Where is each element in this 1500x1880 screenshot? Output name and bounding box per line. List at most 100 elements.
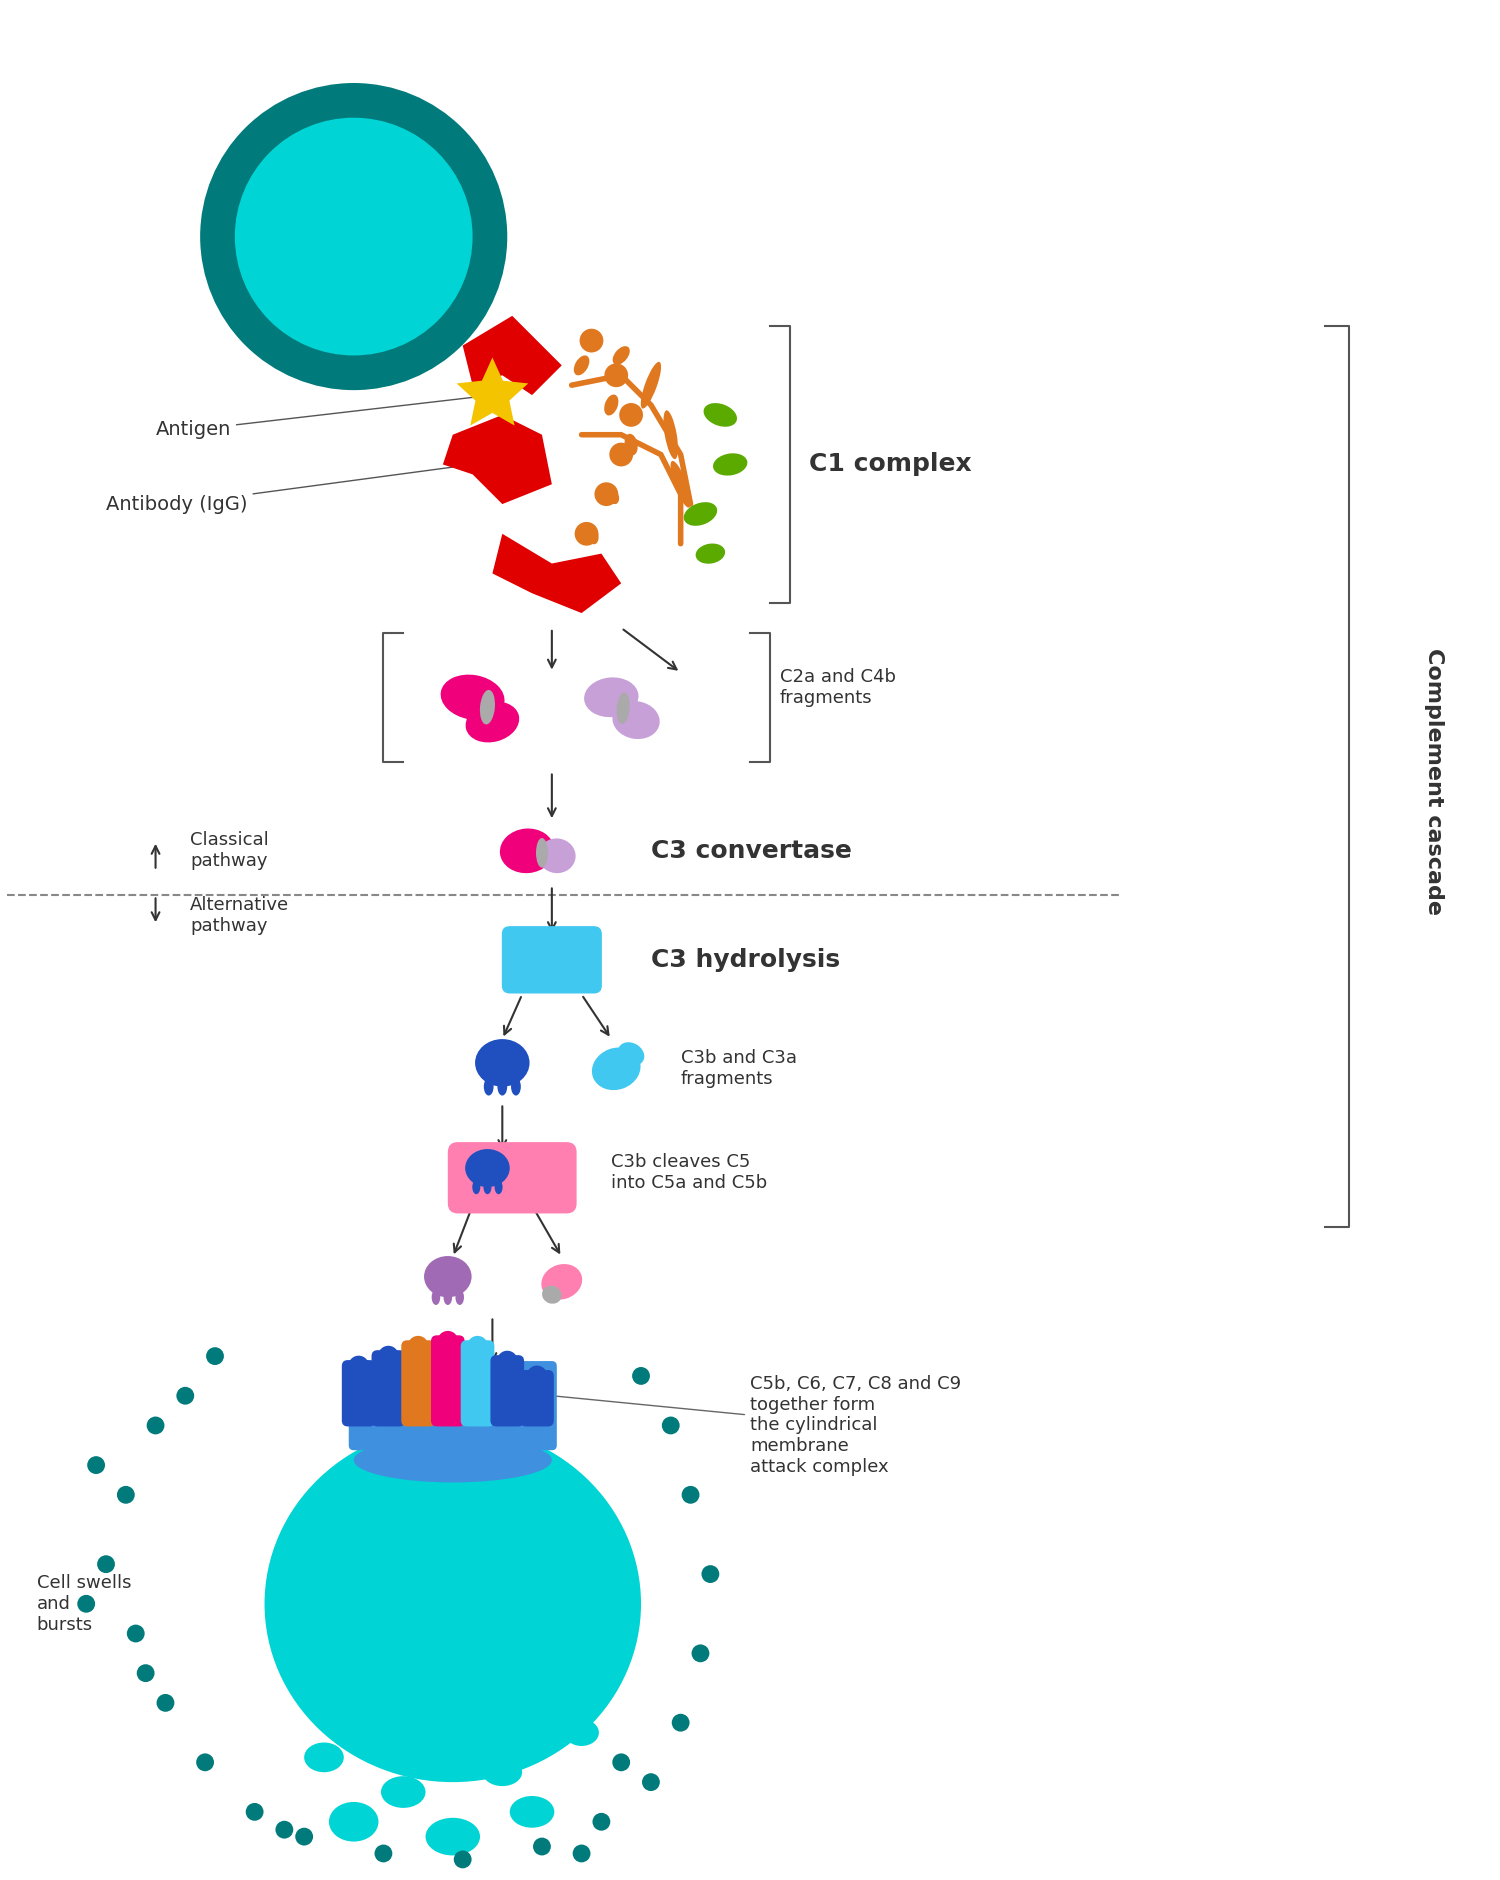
Circle shape bbox=[117, 1485, 135, 1504]
Text: Antigen: Antigen bbox=[156, 395, 489, 440]
Ellipse shape bbox=[670, 461, 692, 508]
Ellipse shape bbox=[696, 543, 724, 564]
Circle shape bbox=[128, 1624, 144, 1643]
Ellipse shape bbox=[624, 434, 638, 455]
Ellipse shape bbox=[381, 1777, 426, 1809]
Circle shape bbox=[78, 1594, 94, 1613]
Circle shape bbox=[454, 1850, 471, 1869]
Circle shape bbox=[296, 1827, 314, 1846]
Ellipse shape bbox=[584, 677, 639, 716]
Circle shape bbox=[496, 1350, 517, 1371]
Circle shape bbox=[438, 1331, 458, 1352]
Circle shape bbox=[609, 442, 633, 466]
Circle shape bbox=[156, 1694, 174, 1713]
Ellipse shape bbox=[542, 1286, 561, 1303]
Circle shape bbox=[408, 1337, 429, 1357]
Circle shape bbox=[702, 1566, 720, 1583]
Circle shape bbox=[236, 118, 472, 355]
Ellipse shape bbox=[432, 1290, 439, 1305]
Ellipse shape bbox=[480, 690, 495, 724]
Circle shape bbox=[672, 1715, 690, 1731]
Circle shape bbox=[592, 1812, 610, 1831]
Circle shape bbox=[579, 329, 603, 352]
Circle shape bbox=[348, 1355, 369, 1376]
Ellipse shape bbox=[495, 1181, 502, 1194]
Circle shape bbox=[177, 1387, 194, 1404]
Circle shape bbox=[200, 83, 507, 391]
Ellipse shape bbox=[483, 1181, 492, 1194]
Circle shape bbox=[662, 1416, 680, 1434]
FancyBboxPatch shape bbox=[490, 1355, 524, 1427]
Ellipse shape bbox=[663, 410, 678, 459]
Circle shape bbox=[375, 1844, 393, 1863]
FancyBboxPatch shape bbox=[350, 1361, 556, 1449]
Circle shape bbox=[147, 1416, 165, 1434]
Ellipse shape bbox=[444, 1290, 452, 1305]
Circle shape bbox=[604, 363, 628, 387]
Circle shape bbox=[632, 1367, 650, 1386]
Circle shape bbox=[136, 1664, 154, 1683]
Ellipse shape bbox=[472, 1181, 480, 1194]
Ellipse shape bbox=[603, 485, 619, 504]
Polygon shape bbox=[492, 534, 621, 613]
Ellipse shape bbox=[304, 1743, 344, 1773]
Circle shape bbox=[98, 1555, 116, 1574]
Circle shape bbox=[692, 1645, 709, 1662]
Circle shape bbox=[276, 1820, 294, 1839]
Text: C1 complex: C1 complex bbox=[810, 453, 972, 476]
FancyBboxPatch shape bbox=[460, 1340, 495, 1427]
Ellipse shape bbox=[564, 1718, 598, 1747]
Ellipse shape bbox=[465, 1149, 510, 1186]
FancyBboxPatch shape bbox=[503, 927, 602, 993]
Circle shape bbox=[594, 483, 618, 506]
Ellipse shape bbox=[536, 838, 548, 869]
Circle shape bbox=[378, 1346, 399, 1367]
Ellipse shape bbox=[484, 1077, 494, 1096]
Circle shape bbox=[574, 523, 598, 545]
Text: C3 convertase: C3 convertase bbox=[651, 838, 852, 863]
Circle shape bbox=[526, 1365, 548, 1386]
Ellipse shape bbox=[476, 1040, 530, 1087]
Ellipse shape bbox=[510, 1795, 555, 1827]
Ellipse shape bbox=[612, 346, 630, 365]
Circle shape bbox=[573, 1844, 591, 1863]
Circle shape bbox=[620, 402, 644, 427]
Text: Antibody (IgG): Antibody (IgG) bbox=[106, 464, 470, 513]
FancyBboxPatch shape bbox=[342, 1359, 375, 1427]
Ellipse shape bbox=[424, 1256, 471, 1297]
Text: Complement cascade: Complement cascade bbox=[1424, 649, 1443, 916]
FancyBboxPatch shape bbox=[430, 1335, 465, 1427]
Ellipse shape bbox=[592, 1047, 640, 1090]
Ellipse shape bbox=[684, 502, 717, 526]
Ellipse shape bbox=[574, 355, 590, 376]
Ellipse shape bbox=[441, 675, 504, 720]
Text: C3 hydrolysis: C3 hydrolysis bbox=[651, 948, 840, 972]
Ellipse shape bbox=[542, 1263, 582, 1299]
FancyBboxPatch shape bbox=[448, 1143, 576, 1213]
Ellipse shape bbox=[465, 701, 519, 743]
Ellipse shape bbox=[704, 402, 736, 427]
Ellipse shape bbox=[712, 453, 747, 476]
Circle shape bbox=[612, 1754, 630, 1771]
Ellipse shape bbox=[604, 395, 618, 415]
Polygon shape bbox=[456, 357, 528, 425]
Ellipse shape bbox=[426, 1818, 480, 1856]
Ellipse shape bbox=[616, 692, 630, 724]
Text: C2a and C4b
fragments: C2a and C4b fragments bbox=[780, 667, 896, 707]
Ellipse shape bbox=[483, 1758, 522, 1786]
Text: C5b, C6, C7, C8 and C9
together form
the cylindrical
membrane
attack complex: C5b, C6, C7, C8 and C9 together form the… bbox=[555, 1374, 962, 1476]
Circle shape bbox=[196, 1754, 214, 1771]
Polygon shape bbox=[442, 415, 552, 504]
Circle shape bbox=[642, 1773, 660, 1792]
Ellipse shape bbox=[585, 523, 598, 545]
Ellipse shape bbox=[264, 1425, 640, 1782]
FancyBboxPatch shape bbox=[520, 1371, 554, 1427]
Circle shape bbox=[681, 1485, 699, 1504]
Ellipse shape bbox=[612, 701, 660, 739]
Circle shape bbox=[246, 1803, 264, 1820]
Ellipse shape bbox=[512, 1077, 520, 1096]
Text: C3b and C3a
fragments: C3b and C3a fragments bbox=[681, 1049, 796, 1089]
Ellipse shape bbox=[500, 829, 555, 872]
Circle shape bbox=[532, 1837, 550, 1856]
FancyBboxPatch shape bbox=[402, 1340, 435, 1427]
